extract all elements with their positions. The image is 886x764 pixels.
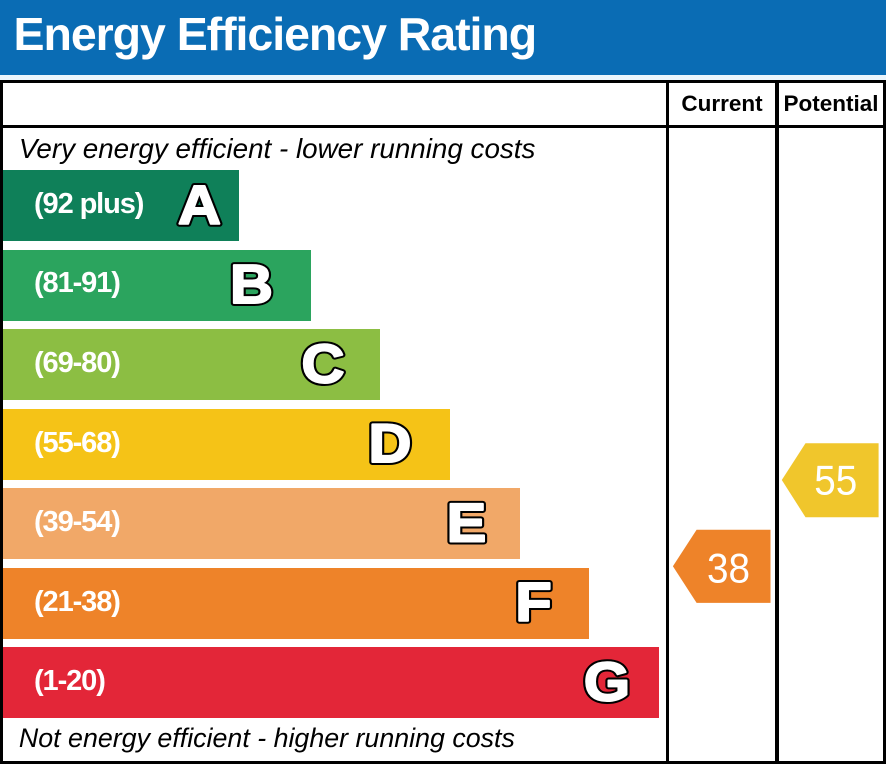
svg-text:E: E bbox=[447, 492, 487, 553]
svg-text:F: F bbox=[515, 572, 551, 633]
svg-text:C: C bbox=[302, 333, 345, 394]
svg-text:D: D bbox=[369, 413, 412, 474]
svg-text:G: G bbox=[584, 651, 630, 712]
svg-text:A: A bbox=[178, 174, 221, 235]
svg-text:E: E bbox=[447, 492, 487, 553]
svg-text:A: A bbox=[178, 174, 221, 235]
svg-text:C: C bbox=[302, 333, 345, 394]
svg-text:55: 55 bbox=[814, 456, 857, 503]
svg-text:D: D bbox=[369, 413, 412, 474]
svg-text:G: G bbox=[584, 651, 630, 712]
svg-text:F: F bbox=[515, 572, 551, 633]
svg-text:38: 38 bbox=[707, 544, 750, 591]
svg-text:B: B bbox=[230, 254, 273, 315]
svg-text:B: B bbox=[230, 254, 273, 315]
